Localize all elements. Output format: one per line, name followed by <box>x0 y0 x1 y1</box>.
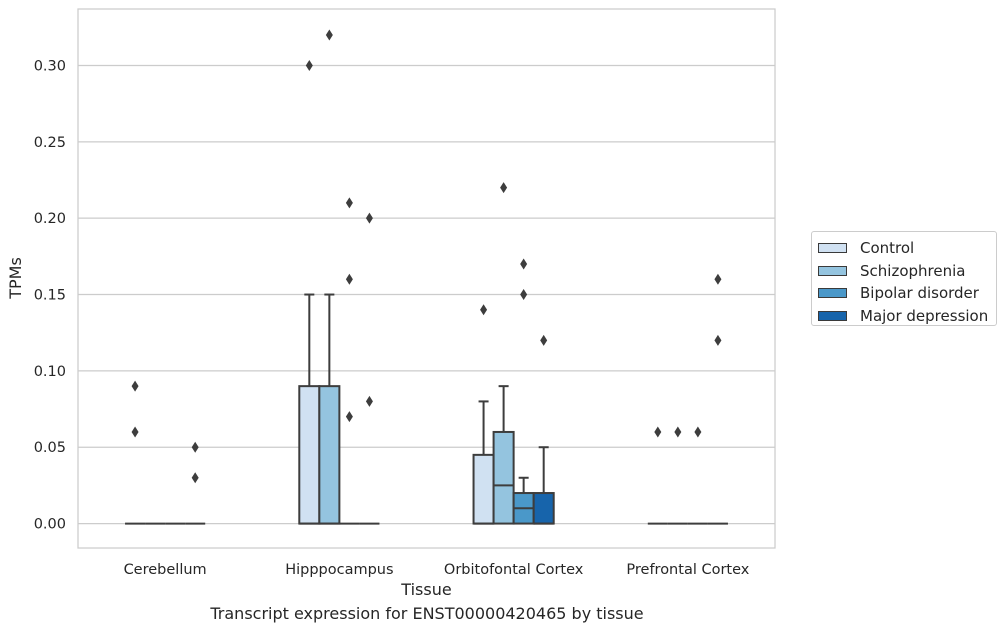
box-body <box>492 430 515 525</box>
box-2-1 <box>492 182 515 525</box>
legend-label-major-depression: Major depression <box>860 306 989 325</box>
plot-area <box>77 8 776 549</box>
outlier-point <box>131 380 139 392</box>
outlier-point <box>131 426 139 438</box>
outlier-point <box>191 441 199 453</box>
outlier-point <box>365 395 373 407</box>
box-0-3 <box>185 441 206 525</box>
y-tick-label: 0.15 <box>34 288 66 304</box>
box-body <box>298 385 321 525</box>
legend: Control Schizophrenia Bipolar disorder M… <box>811 231 997 326</box>
outlier-point <box>365 212 373 224</box>
outlier-point <box>305 59 313 71</box>
y-tick-label: 0.30 <box>34 58 66 74</box>
x-tick-label: Orbitofontal Cortex <box>444 562 584 578</box>
box-3-0 <box>647 426 668 525</box>
y-tick-label: 0.05 <box>34 440 66 456</box>
outlier-point <box>714 334 722 346</box>
outlier-point <box>480 304 488 316</box>
box-1-0 <box>298 59 321 525</box>
outlier-point <box>500 182 508 194</box>
legend-swatch-schizophrenia <box>818 265 847 276</box>
box-1-2 <box>339 197 360 525</box>
x-tick-label: Hipppocampus <box>285 562 393 578</box>
outlier-point <box>325 29 333 41</box>
x-tick-label: Cerebellum <box>124 562 207 578</box>
box-1-3 <box>359 212 380 525</box>
boxes-layer <box>125 29 728 525</box>
box-3-2 <box>687 426 708 525</box>
legend-item-major-depression: Major depression <box>818 305 996 328</box>
legend-label-schizophrenia: Schizophrenia <box>860 261 966 280</box>
legend-swatch-bipolar-disorder <box>818 288 847 299</box>
outlier-point <box>654 426 662 438</box>
box-2-2 <box>512 258 535 525</box>
y-tick-label: 0.25 <box>34 135 66 151</box>
box-body <box>472 453 495 525</box>
legend-item-schizophrenia: Schizophrenia <box>818 260 996 283</box>
x-tick-label: Prefrontal Cortex <box>626 562 749 578</box>
y-tick-label: 0.20 <box>34 211 66 227</box>
legend-item-control: Control <box>818 237 996 260</box>
outlier-point <box>345 411 353 423</box>
outlier-point <box>345 197 353 209</box>
chart-caption: Transcript expression for ENST0000042046… <box>210 604 644 623</box>
legend-swatch-control <box>818 243 847 254</box>
y-axis-ticks: 0.00 0.05 0.10 0.15 0.20 0.25 0.30 <box>34 58 66 532</box>
legend-swatch-major-depression <box>818 310 847 321</box>
box-body <box>318 385 341 525</box>
outlier-point <box>540 334 548 346</box>
outlier-point <box>674 426 682 438</box>
outlier-point <box>694 426 702 438</box>
outlier-point <box>520 289 528 301</box>
legend-label-bipolar-disorder: Bipolar disorder <box>860 284 979 303</box>
box-body <box>532 492 555 525</box>
box-0-0 <box>125 380 146 525</box>
outlier-point <box>714 273 722 285</box>
box-3-1 <box>667 426 688 525</box>
box-3-3 <box>707 273 728 525</box>
y-tick-label: 0.10 <box>34 364 66 380</box>
outlier-point <box>345 273 353 285</box>
x-axis-ticks: Cerebellum Hipppocampus Orbitofontal Corte… <box>124 562 750 578</box>
outlier-point <box>191 472 199 484</box>
box-2-3 <box>532 334 555 525</box>
y-tick-label: 0.00 <box>34 517 66 533</box>
box-1-1 <box>318 29 341 525</box>
outlier-point <box>520 258 528 270</box>
legend-item-bipolar-disorder: Bipolar disorder <box>818 282 996 305</box>
y-axis-label: TPMs <box>6 257 25 300</box>
legend-label-control: Control <box>860 239 915 258</box>
x-axis-label: Tissue <box>400 580 451 599</box>
